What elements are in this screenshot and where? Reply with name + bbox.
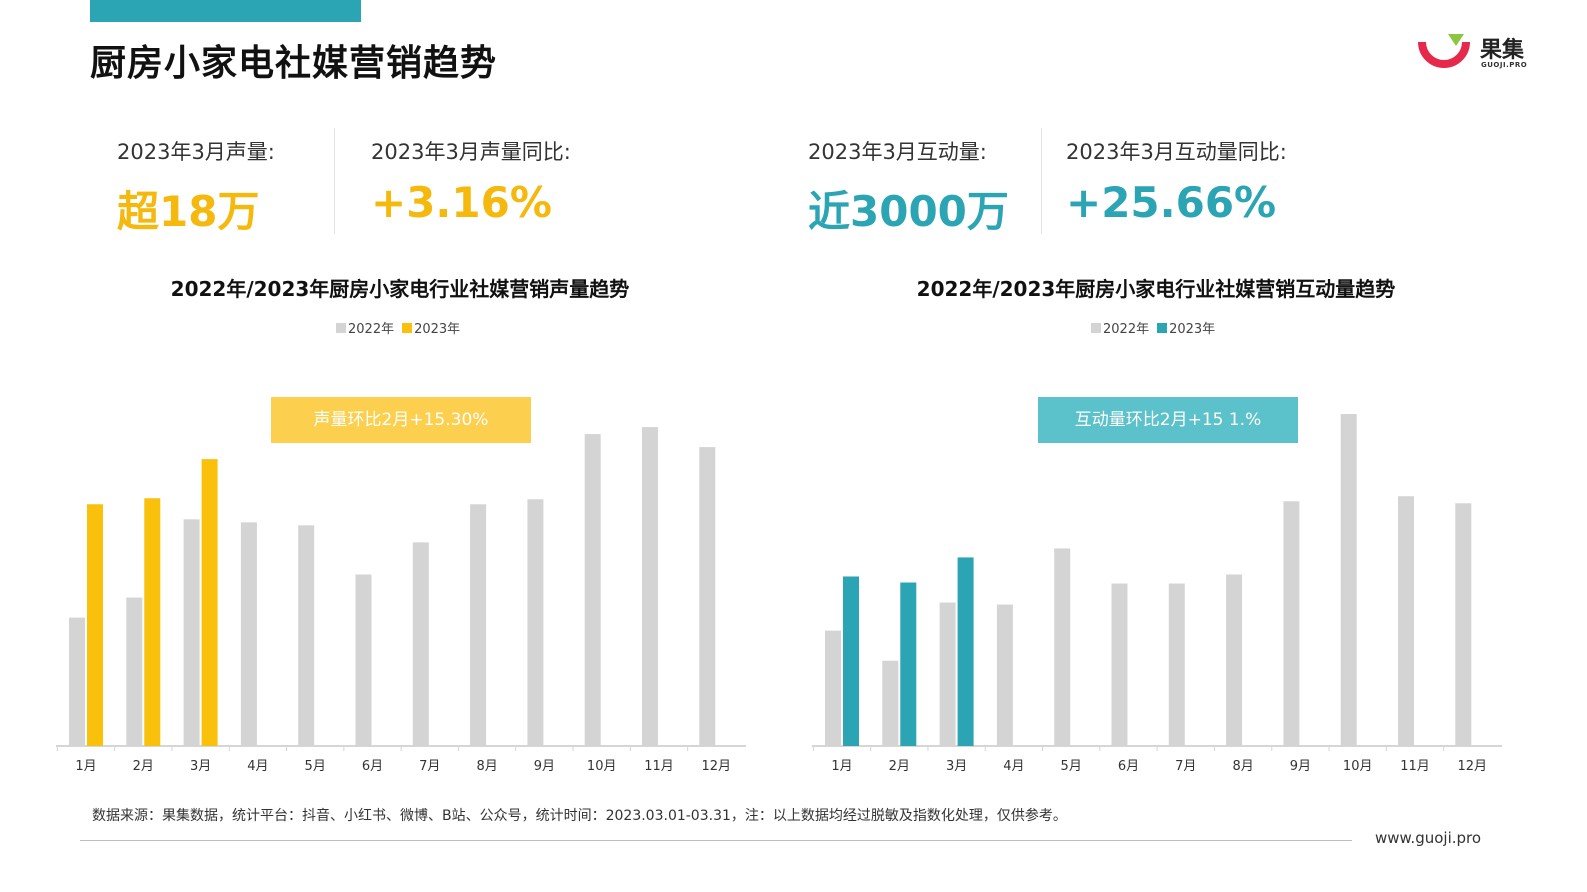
x-tick-label: 1月 — [75, 759, 96, 774]
bar-2022-12 — [1455, 503, 1472, 746]
kpi-volume-yoy: 2023年3月声量同比: +3.16% — [371, 136, 571, 227]
kpi-label: 2023年3月声量同比: — [371, 140, 571, 164]
chart-title-volume: 2022年/2023年厨房小家电行业社媒营销声量趋势 — [170, 277, 630, 301]
legend-swatch — [1157, 322, 1168, 333]
logo-subtext: GUOJI.PRO — [1481, 61, 1528, 69]
bar-2023-1 — [843, 576, 859, 746]
legend-label: 2023年 — [414, 322, 461, 337]
bar-2022-9 — [527, 499, 544, 746]
bar-2022-5 — [1054, 548, 1071, 746]
chart-title-interaction: 2022年/2023年厨房小家电行业社媒营销互动量趋势 — [916, 277, 1396, 301]
x-tick-label: 10月 — [587, 759, 617, 774]
kpi-label: 2023年3月互动量: — [808, 140, 987, 164]
bar-2022-9 — [1283, 501, 1300, 746]
kpi-value: 近3000万 — [808, 187, 1009, 236]
kpi-divider — [334, 128, 335, 234]
x-tick-label: 12月 — [1458, 759, 1488, 774]
legend-label: 2023年 — [1169, 322, 1216, 337]
x-tick-label: 3月 — [190, 759, 211, 774]
callout-volume: 声量环比2月+15.30% — [271, 397, 531, 443]
logo-wordmark: 果集 — [1480, 38, 1525, 63]
kpi-label: 2023年3月互动量同比: — [1066, 140, 1287, 164]
x-tick-label: 10月 — [1343, 759, 1373, 774]
x-tick-label: 2月 — [133, 759, 154, 774]
legend-item-2022: 2022年 — [1091, 318, 1149, 337]
bar-2022-10 — [1340, 413, 1357, 746]
bar-2022-7 — [412, 542, 429, 746]
bar-2022-3 — [939, 602, 956, 746]
bar-2022-6 — [355, 574, 372, 746]
bar-2022-7 — [1168, 583, 1185, 746]
x-tick-label: 6月 — [362, 759, 383, 774]
kpi-interaction-yoy: 2023年3月互动量同比: +25.66% — [1066, 136, 1287, 227]
x-tick-label: 7月 — [419, 759, 440, 774]
legend-volume: 2022年 2023年 — [336, 318, 464, 337]
bar-2022-5 — [298, 525, 315, 746]
bar-2022-4 — [240, 522, 257, 746]
x-tick-label: 6月 — [1118, 759, 1139, 774]
legend-swatch — [402, 322, 413, 333]
bar-2022-12 — [699, 447, 716, 746]
callout-interaction: 互动量环比2月+15 1.% — [1038, 397, 1298, 443]
legend-item-2022: 2022年 — [336, 318, 394, 337]
kpi-interaction: 2023年3月互动量: 近3000万 — [808, 136, 1009, 239]
legend-label: 2022年 — [1103, 322, 1150, 337]
bar-2023-3 — [201, 459, 218, 746]
kpi-divider — [1041, 128, 1042, 234]
x-tick-label: 7月 — [1175, 759, 1196, 774]
kpi-label: 2023年3月声量: — [117, 140, 275, 164]
legend-item-2023: 2023年 — [1157, 318, 1215, 337]
logo-mark-icon — [1418, 34, 1470, 68]
x-tick-label: 5月 — [1061, 759, 1082, 774]
bar-2022-11 — [1398, 496, 1414, 746]
bar-2022-8 — [1226, 574, 1243, 746]
kpi-value: 超18万 — [117, 187, 260, 236]
bar-2022-2 — [126, 597, 143, 746]
kpi-value: +3.16% — [371, 178, 552, 227]
bar-2022-6 — [1111, 583, 1128, 746]
page-title: 厨房小家电社媒营销趋势 — [90, 43, 498, 84]
legend-swatch — [1091, 322, 1101, 333]
x-tick-label: 4月 — [247, 759, 268, 774]
x-tick-label: 8月 — [476, 759, 497, 774]
x-tick-label: 4月 — [1003, 759, 1024, 774]
kpi-volume: 2023年3月声量: 超18万 — [117, 136, 275, 239]
x-tick-label: 11月 — [644, 759, 674, 774]
x-tick-label: 8月 — [1232, 759, 1253, 774]
x-tick-label: 1月 — [831, 759, 852, 774]
bar-2022-3 — [183, 519, 200, 746]
data-source-note: 数据来源：果集数据，统计平台：抖音、小红书、微博、B站、公众号，统计时间：202… — [92, 808, 1067, 824]
site-url: www.guoji.pro — [1375, 829, 1482, 847]
legend-label: 2022年 — [348, 322, 395, 337]
bar-2023-1 — [87, 504, 103, 746]
legend-item-2023: 2023年 — [402, 318, 460, 337]
bar-2023-2 — [900, 582, 917, 746]
x-tick-label: 3月 — [946, 759, 967, 774]
x-tick-label: 9月 — [534, 759, 555, 774]
x-tick-label: 9月 — [1290, 759, 1311, 774]
bar-2023-2 — [144, 498, 161, 746]
bar-2023-3 — [957, 557, 974, 746]
footer-divider — [80, 840, 1352, 841]
header-accent-bar — [90, 0, 361, 22]
bar-2022-1 — [69, 617, 85, 746]
bar-2022-4 — [996, 604, 1013, 746]
brand-logo: 果集 GUOJI.PRO — [1418, 30, 1538, 78]
bar-2022-2 — [882, 660, 899, 746]
legend-swatch — [336, 322, 346, 333]
x-tick-label: 5月 — [305, 759, 326, 774]
bar-2022-8 — [470, 504, 487, 746]
bar-2022-11 — [642, 427, 658, 746]
x-tick-label: 12月 — [702, 759, 732, 774]
bar-2022-1 — [825, 630, 841, 746]
kpi-value: +25.66% — [1066, 178, 1277, 227]
x-tick-label: 11月 — [1400, 759, 1430, 774]
bar-2022-10 — [584, 434, 601, 746]
x-tick-label: 2月 — [889, 759, 910, 774]
legend-interaction: 2022年 2023年 — [1091, 318, 1219, 337]
